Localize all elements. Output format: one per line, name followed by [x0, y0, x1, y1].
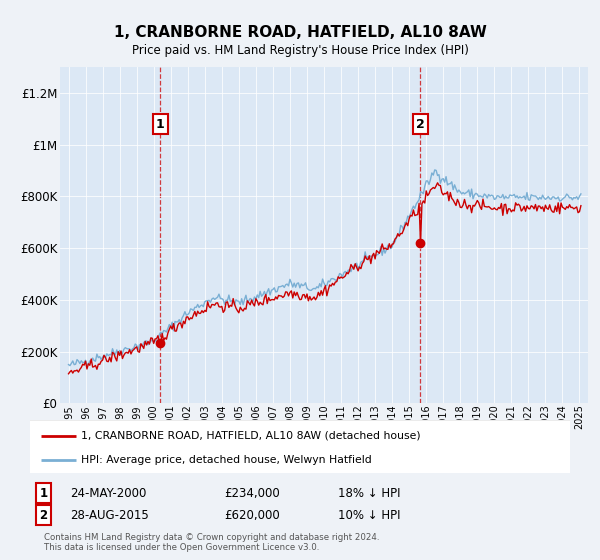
Text: 10% ↓ HPI: 10% ↓ HPI — [338, 508, 400, 522]
Text: 1, CRANBORNE ROAD, HATFIELD, AL10 8AW (detached house): 1, CRANBORNE ROAD, HATFIELD, AL10 8AW (d… — [82, 431, 421, 441]
Text: £234,000: £234,000 — [224, 487, 280, 500]
Text: 1: 1 — [40, 487, 47, 500]
Text: 18% ↓ HPI: 18% ↓ HPI — [338, 487, 400, 500]
Text: 1: 1 — [156, 118, 164, 130]
Text: £620,000: £620,000 — [224, 508, 280, 522]
Text: HPI: Average price, detached house, Welwyn Hatfield: HPI: Average price, detached house, Welw… — [82, 455, 372, 465]
Text: Price paid vs. HM Land Registry's House Price Index (HPI): Price paid vs. HM Land Registry's House … — [131, 44, 469, 57]
Text: Contains HM Land Registry data © Crown copyright and database right 2024.
This d: Contains HM Land Registry data © Crown c… — [44, 533, 379, 552]
Text: 1, CRANBORNE ROAD, HATFIELD, AL10 8AW: 1, CRANBORNE ROAD, HATFIELD, AL10 8AW — [113, 25, 487, 40]
Text: 2: 2 — [40, 508, 47, 522]
Text: 24-MAY-2000: 24-MAY-2000 — [71, 487, 147, 500]
Text: 2: 2 — [416, 118, 425, 130]
FancyBboxPatch shape — [25, 419, 575, 474]
Text: 28-AUG-2015: 28-AUG-2015 — [71, 508, 149, 522]
